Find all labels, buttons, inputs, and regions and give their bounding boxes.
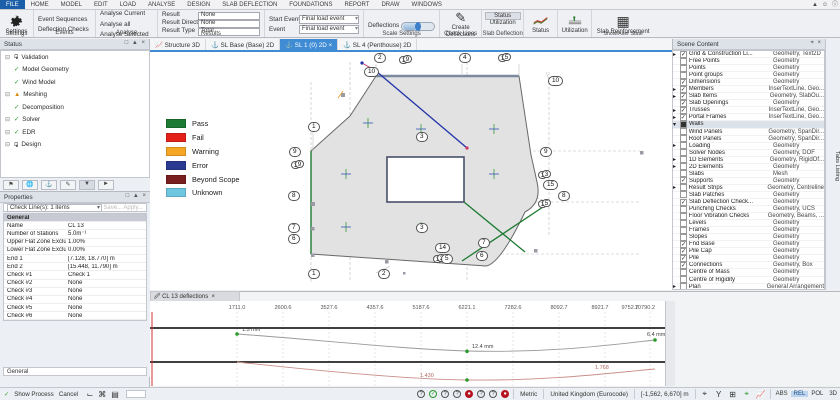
svg-text:8092.7: 8092.7 (550, 305, 567, 311)
svg-text:4357.6: 4357.6 (366, 305, 383, 311)
svg-text:2600.6: 2600.6 (274, 305, 291, 311)
svg-text:12.4 mm: 12.4 mm (472, 344, 494, 350)
svg-text:8921.7: 8921.7 (591, 305, 608, 311)
svg-text:3527.6: 3527.6 (320, 305, 337, 311)
svg-text:1.3 mm: 1.3 mm (242, 327, 261, 333)
svg-text:6.4 mm: 6.4 mm (647, 332, 665, 338)
svg-text:5187.6: 5187.6 (412, 305, 429, 311)
svg-text:1.768: 1.768 (595, 365, 609, 371)
svg-text:6221.1: 6221.1 (458, 305, 475, 311)
svg-text:1.430: 1.430 (420, 373, 434, 379)
svg-text:10790.2: 10790.2 (635, 305, 655, 311)
svg-text:7282.6: 7282.6 (504, 305, 521, 311)
svg-text:1711.0: 1711.0 (229, 305, 246, 311)
